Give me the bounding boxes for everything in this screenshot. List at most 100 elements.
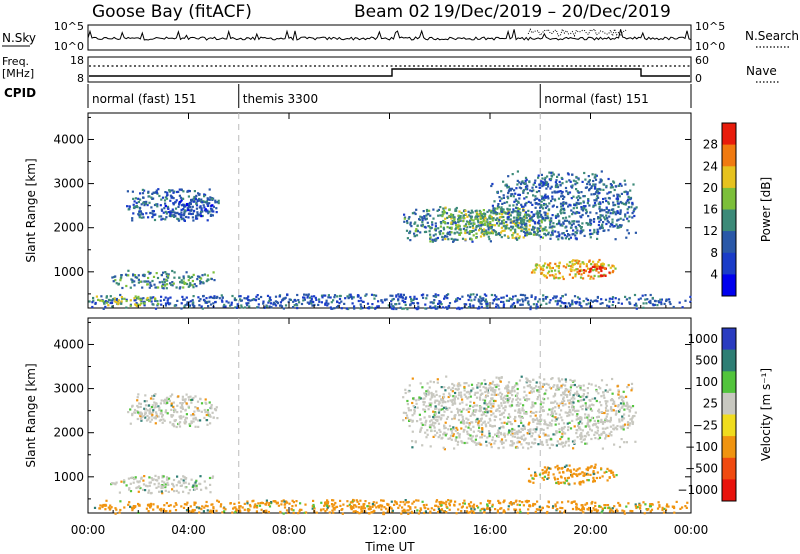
power-echo-cell	[470, 230, 473, 233]
power-echo-cell	[519, 226, 522, 229]
velocity-echo-cell	[488, 435, 491, 438]
power-echo-cell	[494, 207, 497, 210]
power-echo-cell	[175, 286, 178, 289]
velocity-echo-cell	[474, 391, 477, 394]
power-echo-cell	[625, 201, 628, 204]
velocity-echo-cell	[479, 443, 482, 446]
velocity-echo-cell	[209, 422, 212, 425]
velocity-echo-cell	[290, 508, 293, 511]
power-echo-cell	[589, 299, 592, 302]
velocity-echo-cell	[437, 436, 440, 439]
power-echo-cell	[517, 201, 520, 204]
velocity-echo-cell	[440, 508, 444, 511]
power-echo-cell	[497, 232, 500, 235]
velocity-echo-cell	[445, 505, 448, 508]
velocity-echo-cell	[305, 511, 308, 514]
power-echo-cell	[562, 277, 565, 281]
velocity-echo-cell	[165, 510, 168, 513]
power-echo-cell	[550, 219, 553, 222]
velocity-echo-cell	[192, 396, 195, 400]
power-echo-cell	[555, 265, 558, 268]
velocity-echo-cell	[502, 501, 505, 504]
velocity-echo-cell	[461, 401, 464, 404]
power-echo-cell	[180, 199, 183, 202]
velocity-echo-cell	[120, 480, 123, 483]
velocity-echo-cell	[615, 412, 618, 415]
power-echo-cell	[571, 299, 574, 302]
velocity-echo-cell	[666, 503, 669, 506]
velocity-echo-cell	[512, 502, 516, 505]
power-echo-cell	[598, 191, 601, 195]
power-echo-cell	[585, 186, 588, 189]
power-echo-cell	[518, 197, 521, 200]
velocity-echo-cell	[636, 505, 639, 509]
velocity-echo-cell	[183, 503, 186, 506]
velocity-echo-cell	[149, 397, 153, 400]
velocity-echo-cell	[503, 432, 506, 435]
power-echo-cell	[117, 301, 120, 304]
velocity-echo-cell	[483, 511, 486, 514]
power-echo-cell	[391, 294, 394, 297]
power-echo-cell	[558, 233, 561, 236]
power-echo-cell	[191, 279, 194, 283]
power-echo-cell	[315, 298, 318, 301]
velocity-echo-cell	[357, 502, 361, 505]
velocity-echo-cell	[505, 385, 508, 388]
velocity-echo-cell	[328, 511, 331, 514]
power-echo-cell	[534, 206, 537, 209]
power-echo-cell	[602, 221, 605, 224]
velocity-echo-cell	[448, 508, 451, 511]
power-echo-cell	[433, 299, 436, 302]
velocity-echo-cell	[518, 508, 521, 511]
power-echo-cell	[525, 232, 528, 235]
power-echo-cell	[593, 265, 596, 268]
power-echo-cell	[522, 236, 525, 239]
velocity-echo-cells	[93, 375, 689, 516]
power-echo-cell	[182, 197, 185, 200]
velocity-echo-cell	[144, 411, 147, 415]
power-echo-cell	[462, 220, 465, 223]
velocity-echo-cell	[146, 409, 149, 412]
power-echo-cell	[593, 184, 596, 187]
velocity-echo-cell	[380, 499, 383, 502]
velocity-echo-cell	[580, 440, 583, 444]
power-echo-cell	[143, 273, 146, 277]
power-echo-cell	[151, 209, 154, 213]
velocity-echo-cell	[622, 396, 625, 399]
velocity-echo-cell	[430, 402, 433, 405]
power-echo-cell	[270, 306, 273, 309]
power-echo-cell	[659, 298, 662, 301]
velocity-echo-cell	[522, 409, 525, 412]
velocity-echo-cell	[435, 390, 438, 393]
power-echo-cell	[537, 221, 540, 224]
power-echo-cell	[514, 224, 517, 227]
power-echo-cell	[524, 187, 527, 191]
velocity-echo-cell	[136, 410, 139, 413]
velocity-echo-cell	[478, 420, 481, 423]
power-echo-cell	[482, 215, 485, 218]
power-echo-cell	[412, 302, 415, 305]
velocity-echo-cell	[472, 510, 475, 513]
velocity-echo-cell	[634, 505, 637, 508]
power-echo-cell	[109, 301, 112, 305]
power-echo-cell	[620, 302, 623, 305]
velocity-echo-cell	[620, 395, 623, 398]
velocity-echo-cell	[555, 430, 558, 433]
power-echo-cell	[447, 293, 450, 296]
velocity-echo-cell	[590, 509, 593, 512]
power-echo-cell	[410, 300, 413, 303]
velocity-echo-cell	[561, 378, 564, 381]
velocity-echo-cell	[562, 404, 565, 407]
power-echo-cell	[568, 179, 571, 182]
velocity-echo-cell	[432, 381, 435, 384]
power-echo-cell	[521, 293, 525, 297]
power-echo-cell	[464, 224, 467, 227]
noise-sky-label: N.Sky	[2, 31, 36, 45]
velocity-echo-cell	[543, 378, 546, 381]
power-echo-cell	[480, 231, 483, 234]
power-echo-cell	[510, 306, 513, 309]
power-echo-cell	[518, 235, 521, 238]
velocity-echo-cell	[173, 490, 176, 493]
power-echo-cell	[515, 187, 518, 190]
power-echo-cell	[424, 226, 427, 229]
